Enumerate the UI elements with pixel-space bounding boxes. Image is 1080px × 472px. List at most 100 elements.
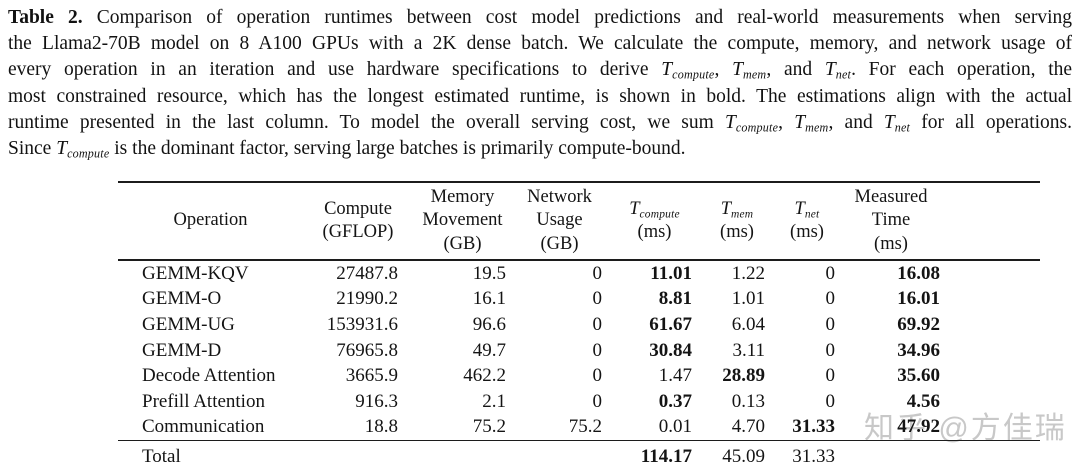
header-line: (ms) — [790, 222, 824, 242]
cell-gemm-ug-memory-movement: 96.6 — [472, 313, 506, 335]
cell-gemm-ug-operation: GEMM-UG — [142, 313, 235, 335]
cell-gemm-o-operation: GEMM-O — [142, 288, 222, 310]
math-symbol: Tcompute — [629, 198, 680, 220]
caption-line-4: most constrained resource, which has the… — [8, 84, 1072, 110]
math-symbol: Tcompute — [56, 138, 110, 161]
caption-line-3: every operation in an iteration and use … — [8, 57, 1072, 83]
cell-prefill-attention-network-usage: 0 — [592, 390, 603, 412]
caption-text: , and — [828, 111, 884, 133]
results-table: Operation Compute (GFLOP) Memory Movement (GB… — [118, 181, 1040, 472]
cell-decode-attention-memory-movement: 462.2 — [463, 365, 506, 387]
table-caption: Table 2. Comparison of operation runtime… — [8, 5, 1072, 162]
cell-gemm-kqv-t-net: 0 — [825, 262, 836, 284]
cell-prefill-attention-compute-gflop: 916.3 — [355, 390, 398, 412]
cell-total-t-compute: 114.17 — [607, 440, 702, 472]
cell-gemm-d-compute-gflop: 76965.8 — [336, 339, 398, 361]
caption-text: the Llama2-70B model on 8 A100 GPUs with… — [8, 33, 1072, 55]
cell-gemm-o-t-mem: 1.01 — [731, 288, 765, 310]
header-line: Movement — [422, 210, 503, 231]
cell-gemm-d-t-compute: 30.84 — [649, 339, 692, 361]
header-line: (ms) — [637, 222, 672, 242]
header-line: Operation — [173, 210, 248, 231]
cell-gemm-o-measured-time: 16.01 — [897, 288, 940, 310]
cell-gemm-kqv-operation: GEMM-KQV — [142, 262, 249, 284]
cell-gemm-o-t-compute: 8.81 — [658, 288, 692, 310]
header-line: Measured — [854, 186, 928, 207]
cell-gemm-d-network-usage: 0 — [592, 339, 603, 361]
cell-gemm-kqv-t-compute: 11.01 — [650, 262, 692, 284]
table-row-communication: Communication 18.8 75.2 75.2 0.01 4.70 31.33 47… — [118, 415, 1040, 441]
cell-total-compute-gflop — [303, 440, 413, 472]
cell-gemm-kqv-measured-time: 16.08 — [897, 262, 940, 284]
cell-prefill-attention-operation: Prefill Attention — [142, 390, 265, 412]
cell-communication-compute-gflop: 18.8 — [364, 416, 398, 438]
header-line: Tmem — [702, 198, 772, 222]
cell-total-operation: Total — [118, 440, 303, 472]
caption-text: , and — [766, 59, 825, 81]
header-line: (ms) — [874, 233, 908, 254]
cell-total-memory-movement — [413, 440, 512, 472]
column-header-operation: Operation — [118, 181, 303, 261]
math-symbol: Tcompute — [724, 111, 779, 135]
cell-decode-attention-measured-time: 35.60 — [897, 365, 940, 387]
cell-gemm-kqv-t-mem: 1.22 — [731, 262, 765, 284]
cell-gemm-d-measured-time: 34.96 — [897, 339, 940, 361]
cell-prefill-attention-t-compute: 0.37 — [658, 390, 692, 412]
cell-communication-t-compute: 0.01 — [658, 416, 692, 438]
caption-line-6: Since Tcompute is the dominant factor, s… — [8, 136, 1072, 162]
cell-gemm-ug-measured-time: 69.92 — [897, 313, 940, 335]
table-row-prefill-attention: Prefill Attention 916.3 2.1 0 0.37 0.13 0 4.56 — [118, 389, 1040, 415]
caption-line-1: Table 2. Comparison of operation runtime… — [8, 5, 1072, 31]
table-row-gemm-d: GEMM-D 76965.8 49.7 0 30.84 3.11 0 34.96 — [118, 338, 1040, 364]
caption-text: . For each operation, the — [851, 59, 1073, 81]
header-line: Usage — [536, 210, 583, 231]
math-symbol: Tnet — [794, 198, 820, 220]
column-header-compute-gflop: Compute (GFLOP) — [303, 181, 413, 261]
cell-gemm-ug-t-compute: 61.67 — [649, 313, 692, 335]
caption-text: for all operations. — [910, 111, 1072, 133]
cell-decode-attention-network-usage: 0 — [592, 365, 603, 387]
header-line: Network — [527, 186, 592, 207]
cell-total-t-net: 31.33 — [772, 440, 842, 472]
caption-text: runtime presented in the last column. To… — [8, 111, 725, 133]
math-symbol: Tcompute — [661, 59, 715, 83]
column-header-t-mem: Tmem (ms) — [702, 181, 772, 261]
cell-gemm-kqv-network-usage: 0 — [592, 262, 603, 284]
caption-text: most constrained resource, which has the… — [8, 85, 1072, 107]
header-line: Memory — [430, 186, 495, 207]
math-symbol: Tmem — [732, 59, 767, 83]
cell-gemm-d-t-mem: 3.11 — [732, 339, 765, 361]
cell-total-network-usage — [512, 440, 607, 472]
column-header-t-net: Tnet (ms) — [772, 181, 842, 261]
cell-prefill-attention-measured-time: 4.56 — [906, 390, 940, 412]
cell-total-t-mem: 45.09 — [702, 440, 772, 472]
caption-line-2: the Llama2-70B model on 8 A100 GPUs with… — [8, 31, 1072, 57]
caption-text: is the dominant factor, serving large ba… — [109, 138, 686, 160]
cell-decode-attention-compute-gflop: 3665.9 — [345, 365, 398, 387]
caption-text: , — [714, 59, 733, 81]
cell-gemm-ug-t-mem: 6.04 — [731, 313, 765, 335]
cell-gemm-d-operation: GEMM-D — [142, 339, 222, 361]
caption-text: every operation in an iteration and use … — [8, 59, 662, 81]
caption-text: Since — [8, 138, 57, 160]
zhihu-watermark: 知乎 @方佳瑞 — [864, 412, 1067, 445]
results-table-wrap: Operation Compute (GFLOP) Memory Movement (GB… — [118, 181, 1040, 472]
caption-text: , — [778, 111, 795, 133]
column-header-t-compute: Tcompute (ms) — [607, 181, 702, 261]
cell-gemm-o-network-usage: 0 — [592, 288, 603, 310]
cell-gemm-d-t-net: 0 — [825, 339, 836, 361]
cell-total-measured-time — [842, 440, 1040, 472]
header-line: (GFLOP) — [322, 222, 394, 242]
cell-communication-t-net: 31.33 — [792, 416, 835, 438]
header-line: Tcompute — [607, 198, 702, 222]
math-symbol: Tmem — [794, 111, 829, 135]
table-row-total: Total 114.17 45.09 31.33 — [118, 440, 1040, 472]
caption-text: Comparison of operation runtimes between… — [82, 7, 1073, 28]
caption-text: Table 2. — [8, 7, 83, 28]
header-line: Compute — [324, 198, 392, 219]
cell-gemm-ug-t-net: 0 — [825, 313, 836, 335]
math-symbol: Tnet — [883, 111, 911, 135]
table-row-gemm-ug: GEMM-UG 153931.6 96.6 0 61.67 6.04 0 69.92 — [118, 312, 1040, 338]
cell-communication-memory-movement: 75.2 — [472, 416, 506, 438]
cell-gemm-ug-network-usage: 0 — [592, 313, 603, 335]
